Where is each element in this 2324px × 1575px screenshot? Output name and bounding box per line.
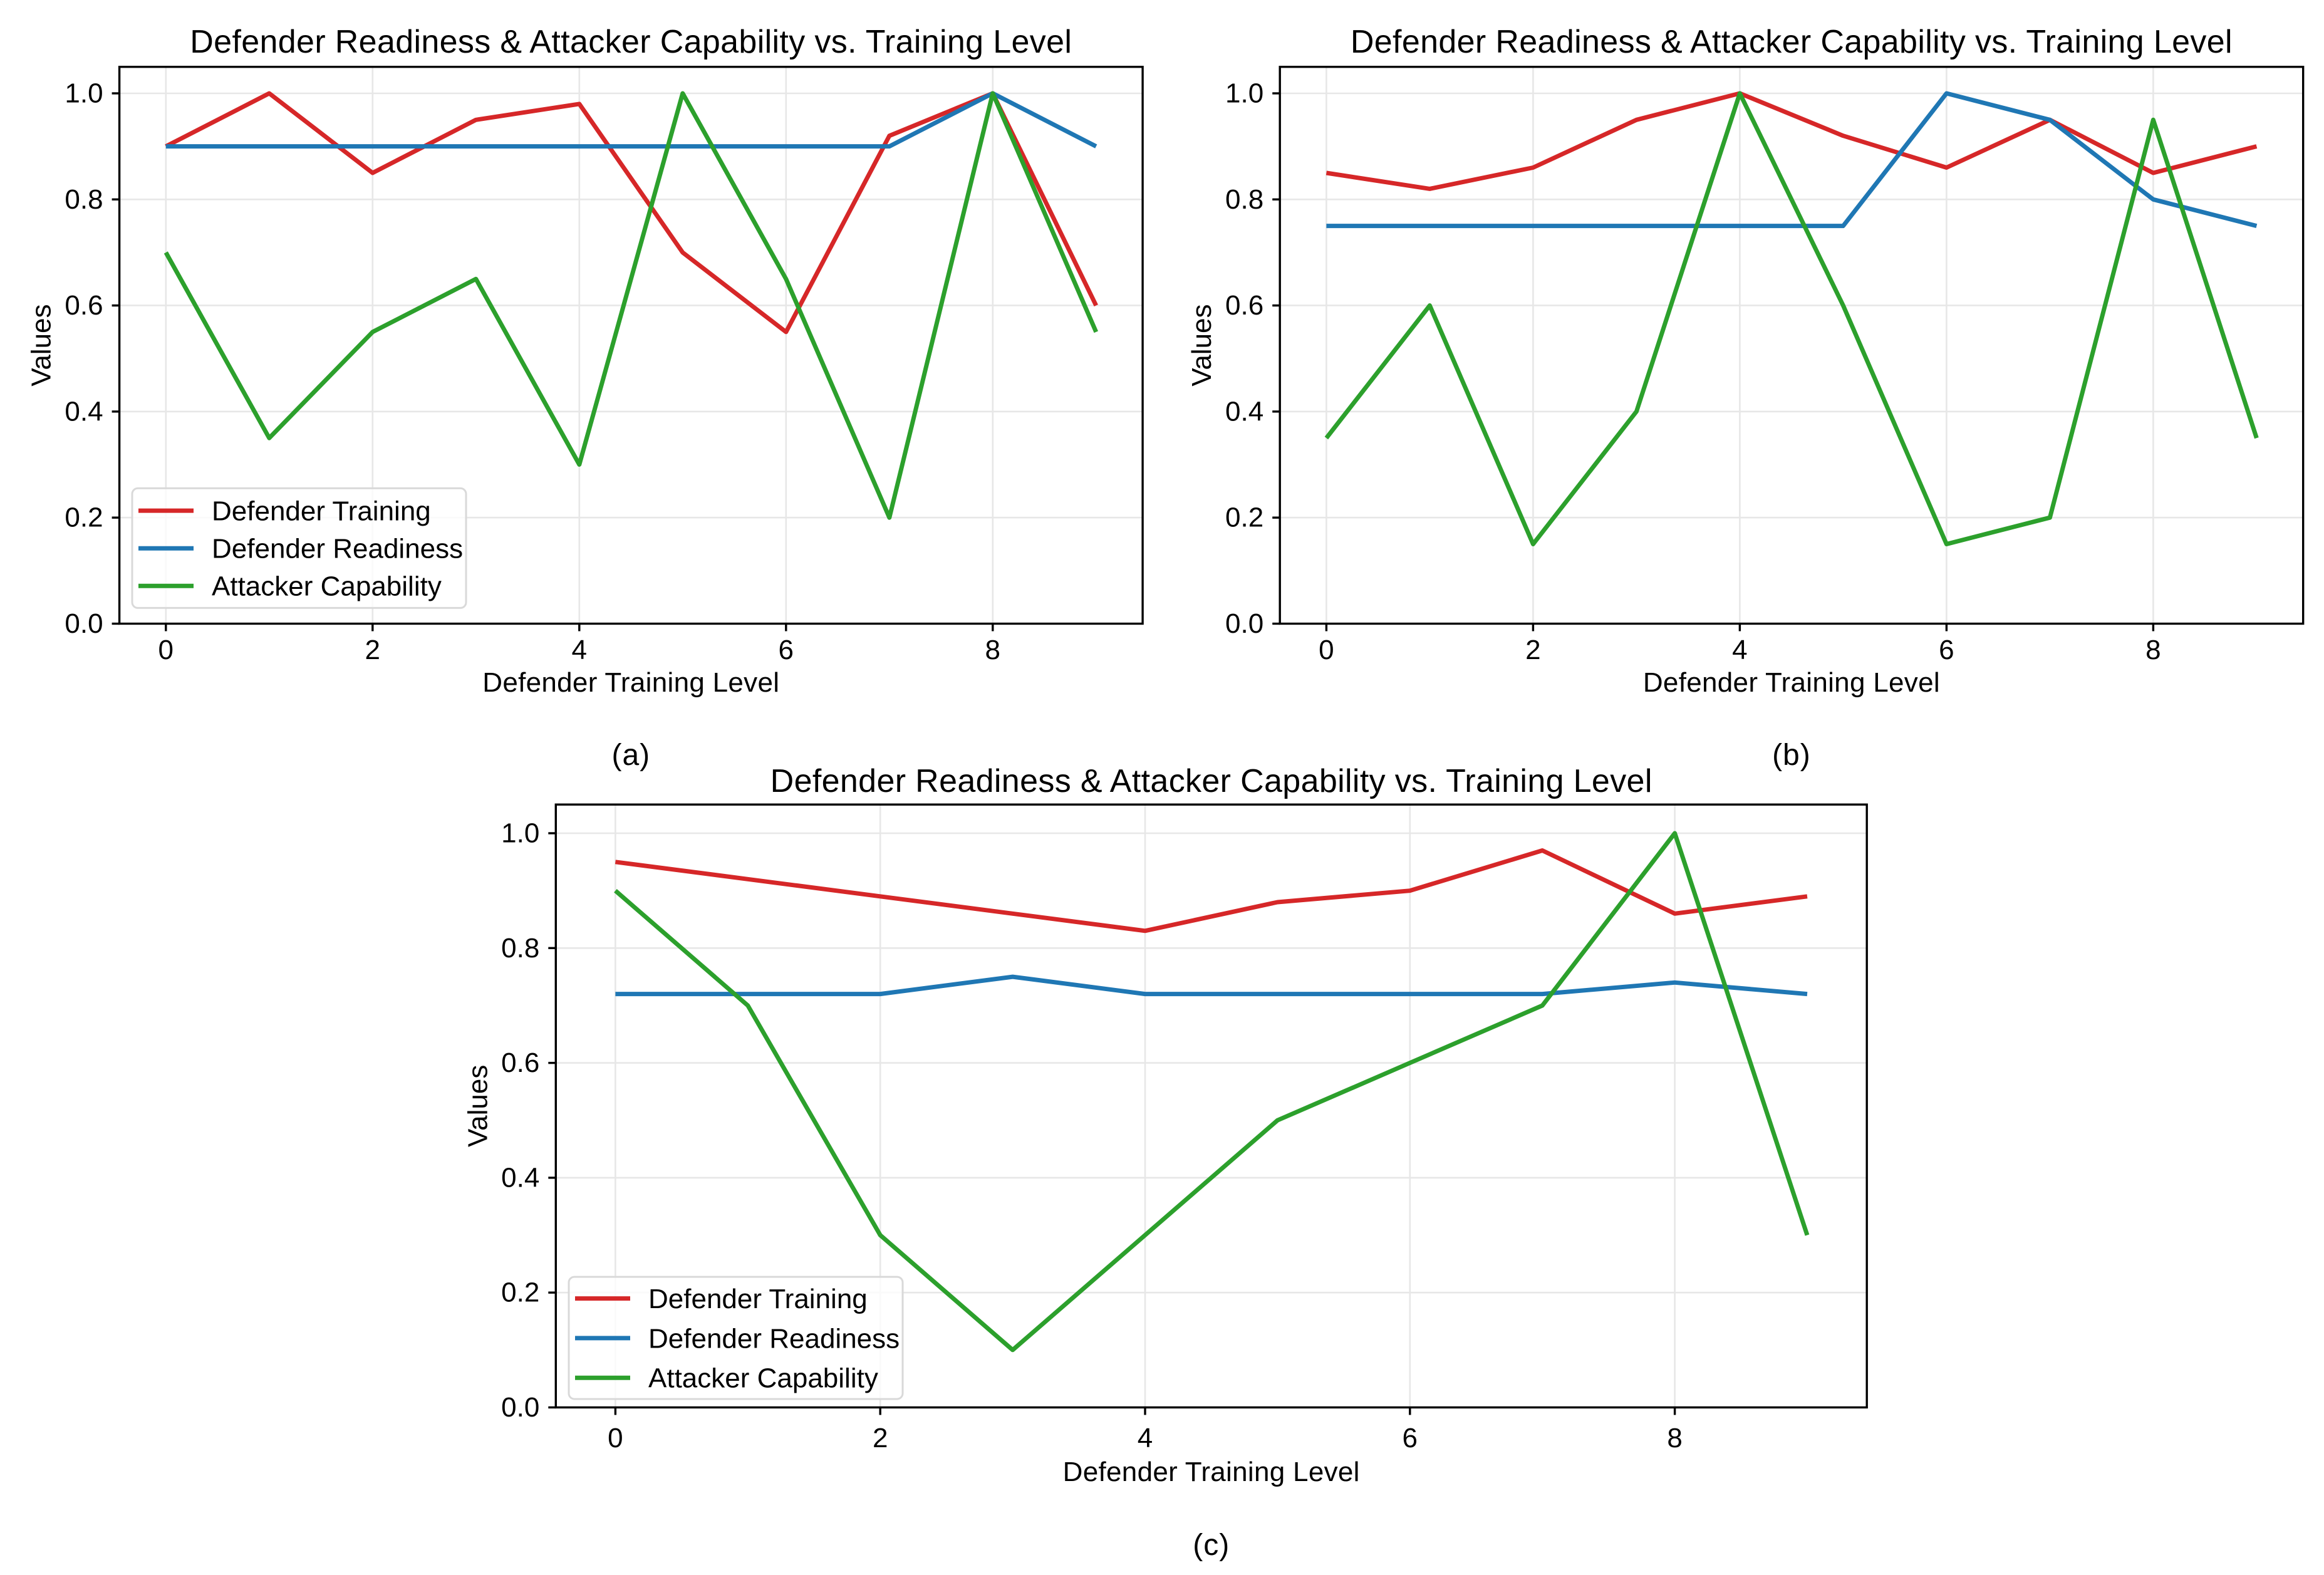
svg-text:Defender Training Level: Defender Training Level [1643, 667, 1940, 698]
svg-text:Attacker Capability: Attacker Capability [648, 1363, 878, 1394]
svg-text:(a): (a) [611, 739, 650, 772]
svg-text:0.4: 0.4 [65, 396, 103, 427]
svg-text:4: 4 [1732, 635, 1747, 665]
svg-text:0.8: 0.8 [501, 933, 539, 964]
svg-text:0.4: 0.4 [1225, 396, 1263, 427]
svg-text:1.0: 1.0 [65, 78, 103, 109]
svg-text:0.6: 0.6 [65, 290, 103, 321]
svg-text:0: 0 [1319, 635, 1334, 665]
svg-text:6: 6 [1403, 1423, 1418, 1453]
svg-text:Defender Readiness & Attacker: Defender Readiness & Attacker Capability… [190, 24, 1072, 60]
svg-text:0.4: 0.4 [501, 1162, 539, 1193]
svg-text:0.0: 0.0 [65, 608, 103, 639]
svg-text:2: 2 [365, 635, 380, 665]
svg-text:0.0: 0.0 [1225, 608, 1263, 639]
svg-text:0: 0 [608, 1423, 623, 1453]
svg-text:4: 4 [1138, 1423, 1153, 1453]
svg-text:Defender Training Level: Defender Training Level [482, 667, 779, 698]
svg-text:8: 8 [2145, 635, 2161, 665]
svg-text:0.8: 0.8 [1225, 184, 1263, 215]
svg-text:0.2: 0.2 [501, 1277, 539, 1308]
svg-text:0.6: 0.6 [501, 1047, 539, 1078]
svg-text:Values: Values [462, 1065, 493, 1147]
svg-text:Defender Readiness: Defender Readiness [648, 1323, 900, 1354]
svg-text:6: 6 [779, 635, 794, 665]
svg-text:Defender Readiness & Attacker: Defender Readiness & Attacker Capability… [1351, 24, 2233, 60]
svg-text:1.0: 1.0 [1225, 78, 1263, 109]
svg-text:Values: Values [1186, 304, 1217, 386]
svg-text:Attacker Capability: Attacker Capability [212, 571, 442, 602]
svg-text:(b): (b) [1772, 739, 1811, 772]
svg-text:Defender Training: Defender Training [648, 1284, 868, 1314]
svg-text:0.0: 0.0 [501, 1392, 539, 1423]
svg-text:2: 2 [1525, 635, 1540, 665]
svg-text:4: 4 [572, 635, 587, 665]
svg-text:Defender Training Level: Defender Training Level [1063, 1457, 1360, 1487]
svg-text:Values: Values [26, 304, 57, 386]
svg-text:8: 8 [1667, 1423, 1682, 1453]
svg-text:0.8: 0.8 [65, 184, 103, 215]
svg-text:Defender Readiness: Defender Readiness [212, 534, 463, 564]
svg-text:Defender Training: Defender Training [212, 496, 431, 527]
svg-text:Defender Readiness & Attacker: Defender Readiness & Attacker Capability… [770, 763, 1652, 799]
svg-text:0: 0 [158, 635, 174, 665]
svg-text:0.2: 0.2 [65, 502, 103, 533]
svg-text:2: 2 [873, 1423, 888, 1453]
svg-text:8: 8 [985, 635, 1000, 665]
svg-text:6: 6 [1939, 635, 1954, 665]
svg-text:1.0: 1.0 [501, 818, 539, 849]
svg-text:(c): (c) [1193, 1529, 1230, 1562]
svg-text:0.6: 0.6 [1225, 290, 1263, 321]
svg-text:0.2: 0.2 [1225, 502, 1263, 533]
